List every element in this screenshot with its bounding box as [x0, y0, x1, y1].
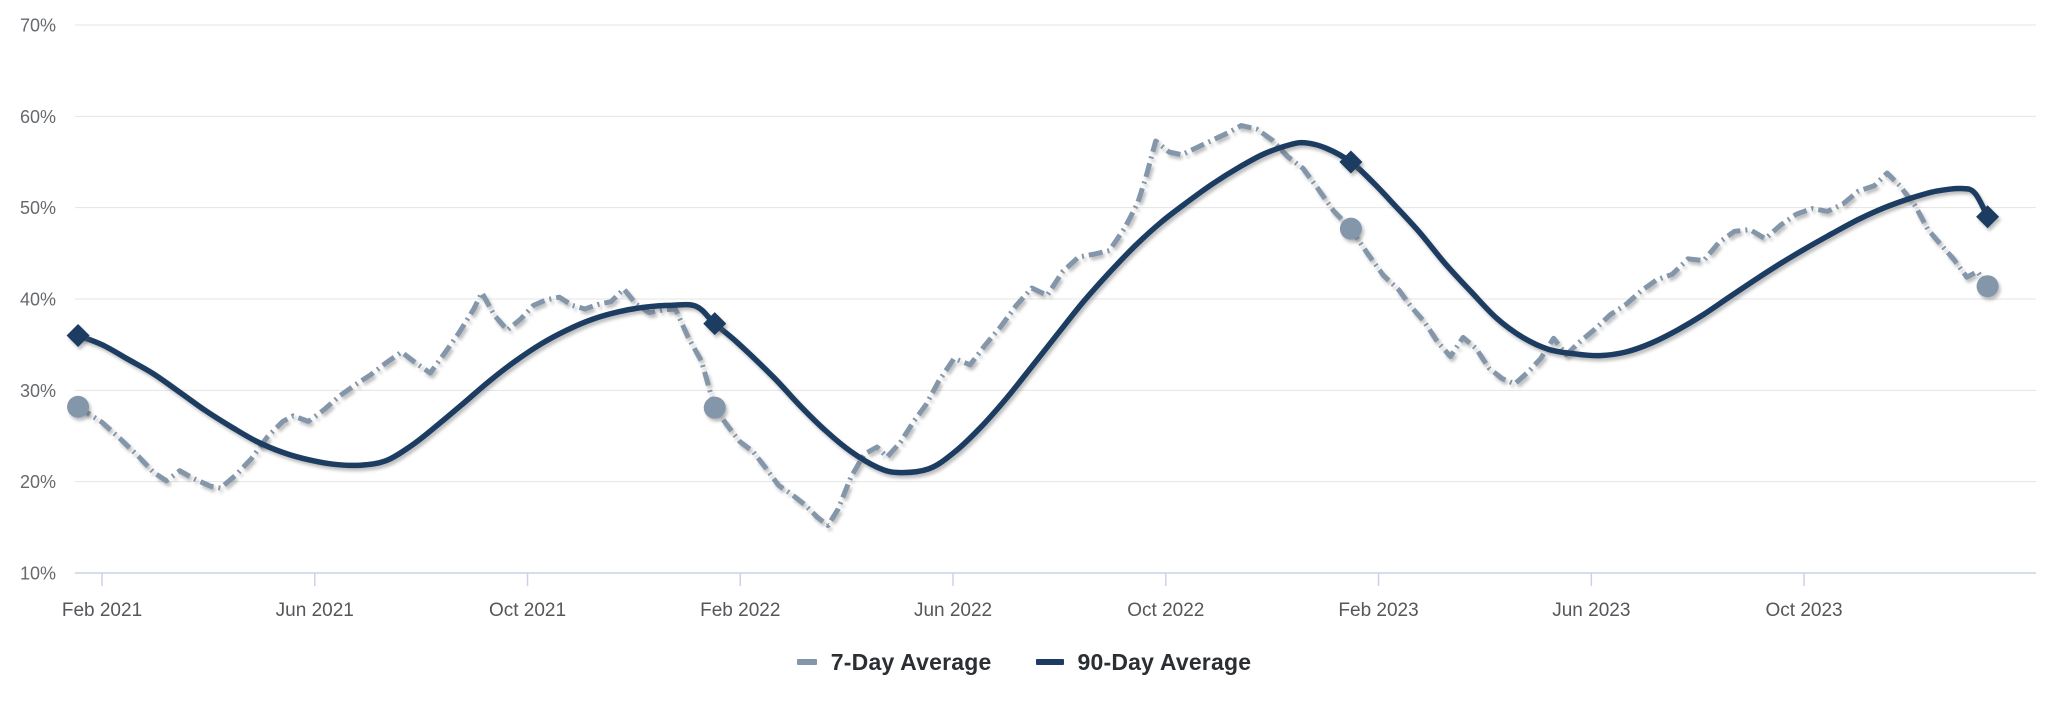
gridlines: 70% 60% 50% 40% 30% 20% 10% — [20, 16, 2036, 584]
data-point-diamond[interactable] — [66, 324, 90, 348]
legend-label-90day: 90-Day Average — [1077, 648, 1252, 675]
y-axis-label: 70% — [20, 16, 56, 36]
x-axis-label: Oct 2022 — [1127, 600, 1204, 621]
x-axis: Feb 2021 Jun 2021 Oct 2021 Feb 2022 Jun 2022… — [62, 573, 1843, 621]
legend-item-90day-average[interactable]: 90-Day Average — [1035, 648, 1252, 676]
data-point-diamond[interactable] — [703, 312, 727, 336]
y-axis-label: 50% — [20, 198, 56, 218]
x-axis-label: Jun 2022 — [914, 600, 992, 621]
7day-line-swatch-icon — [796, 659, 817, 665]
data-point-circle[interactable] — [67, 395, 90, 418]
y-axis-label: 30% — [20, 381, 56, 401]
data-point-diamond[interactable] — [1339, 150, 1363, 174]
data-point-circle[interactable] — [1339, 217, 1362, 240]
x-axis-label: Feb 2022 — [700, 600, 780, 621]
data-point-diamond[interactable] — [1976, 205, 2000, 229]
y-axis-label: 60% — [20, 107, 56, 127]
x-axis-label: Jun 2021 — [276, 600, 354, 621]
y-axis-label: 40% — [20, 290, 56, 310]
series-line-90day — [77, 139, 1991, 476]
y-axis-label: 20% — [20, 472, 56, 492]
legend-label-7day: 7-Day Average — [830, 648, 992, 675]
90day-markers — [66, 150, 2000, 348]
x-axis-label: Feb 2023 — [1338, 600, 1418, 621]
data-point-circle[interactable] — [1976, 275, 1999, 298]
x-axis-label: Oct 2023 — [1766, 600, 1843, 621]
series-line-7day — [76, 123, 1990, 528]
x-axis-label: Jun 2023 — [1552, 600, 1630, 621]
legend-item-7day-average[interactable]: 7-Day Average — [796, 648, 992, 676]
data-point-circle[interactable] — [703, 396, 726, 419]
y-axis-label: 10% — [20, 564, 56, 584]
7day-markers — [67, 217, 1999, 419]
x-axis-label: Oct 2021 — [489, 600, 566, 621]
chart-legend: 7-Day Average 90-Day Average — [0, 640, 2048, 684]
90day-line-swatch-icon — [1035, 659, 1064, 665]
x-axis-label: Feb 2021 — [62, 600, 142, 621]
